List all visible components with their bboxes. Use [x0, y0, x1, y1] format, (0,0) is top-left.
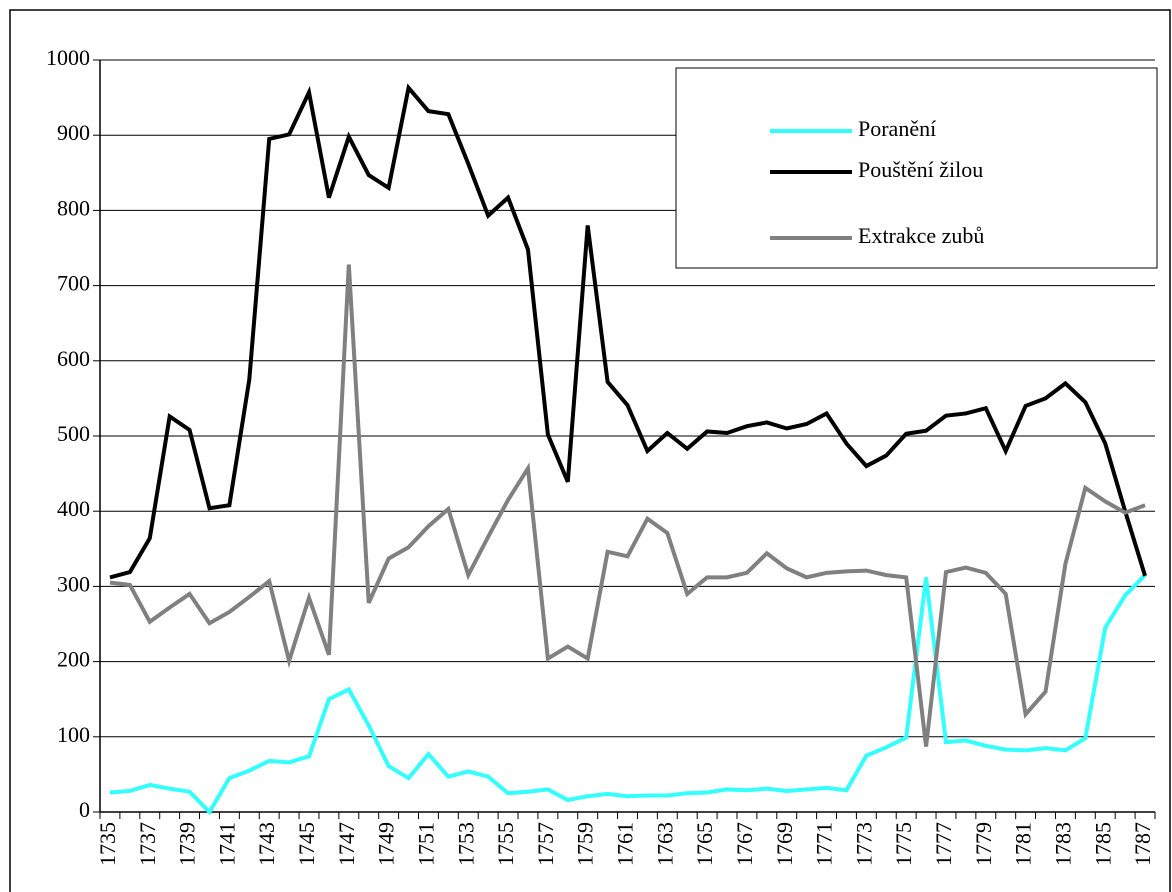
y-tick-label: 800: [57, 195, 90, 220]
x-tick-label: 1745: [294, 822, 319, 866]
series-line: [109, 264, 1146, 747]
legend: Poranění Pouštění žilou Extrakce zubů: [675, 67, 1158, 269]
x-tick-label: 1785: [1090, 822, 1115, 866]
legend-box: [675, 67, 1158, 269]
x-tick-label: 1751: [413, 822, 438, 866]
y-tick-label: 0: [79, 797, 90, 822]
y-tick-label: 1000: [46, 45, 90, 70]
legend-label: Extrakce zubů: [858, 223, 984, 248]
x-tick-label: 1741: [214, 822, 239, 866]
legend-label: Pouštění žilou: [858, 157, 983, 182]
legend-label: Poranění: [858, 116, 936, 141]
y-tick-label: 500: [57, 421, 90, 446]
x-tick-label: 1761: [613, 822, 638, 866]
x-tick-label: 1777: [931, 822, 956, 866]
y-tick-label: 700: [57, 271, 90, 296]
y-tick-label: 300: [57, 571, 90, 596]
chart-border: [9, 9, 1171, 892]
x-tick-label: 1735: [95, 822, 120, 866]
x-tick-label: 1775: [891, 822, 916, 866]
y-tick-label: 100: [57, 722, 90, 747]
y-tick-label: 200: [57, 647, 90, 672]
x-tick-label: 1771: [812, 822, 837, 866]
x-tick-label: 1749: [374, 822, 399, 866]
x-tick-label: 1755: [493, 822, 518, 866]
x-tick-label: 1759: [573, 822, 598, 866]
y-tick-label: 400: [57, 496, 90, 521]
x-tick-label: 1783: [1050, 822, 1075, 866]
y-tick-label: 600: [57, 346, 90, 371]
y-tick-label: 900: [57, 120, 90, 145]
x-tick-label: 1781: [1011, 822, 1036, 866]
series-line: [109, 573, 1147, 816]
x-tick-label: 1773: [851, 822, 876, 866]
x-tick-label: 1769: [772, 822, 797, 866]
x-tick-label: 1765: [692, 822, 717, 866]
x-tick-label: 1743: [254, 822, 279, 866]
series-line: [109, 83, 1147, 580]
x-tick-label: 1787: [1130, 822, 1155, 866]
x-tick-label: 1779: [971, 822, 996, 866]
x-tick-label: 1767: [732, 822, 757, 866]
x-tick-label: 1763: [652, 822, 677, 866]
x-tick-label: 1757: [533, 822, 558, 866]
x-tick-label: 1739: [175, 822, 200, 866]
x-tick-label: 1737: [135, 822, 160, 866]
x-tick-label: 1747: [334, 822, 359, 866]
x-tick-label: 1753: [453, 822, 478, 866]
